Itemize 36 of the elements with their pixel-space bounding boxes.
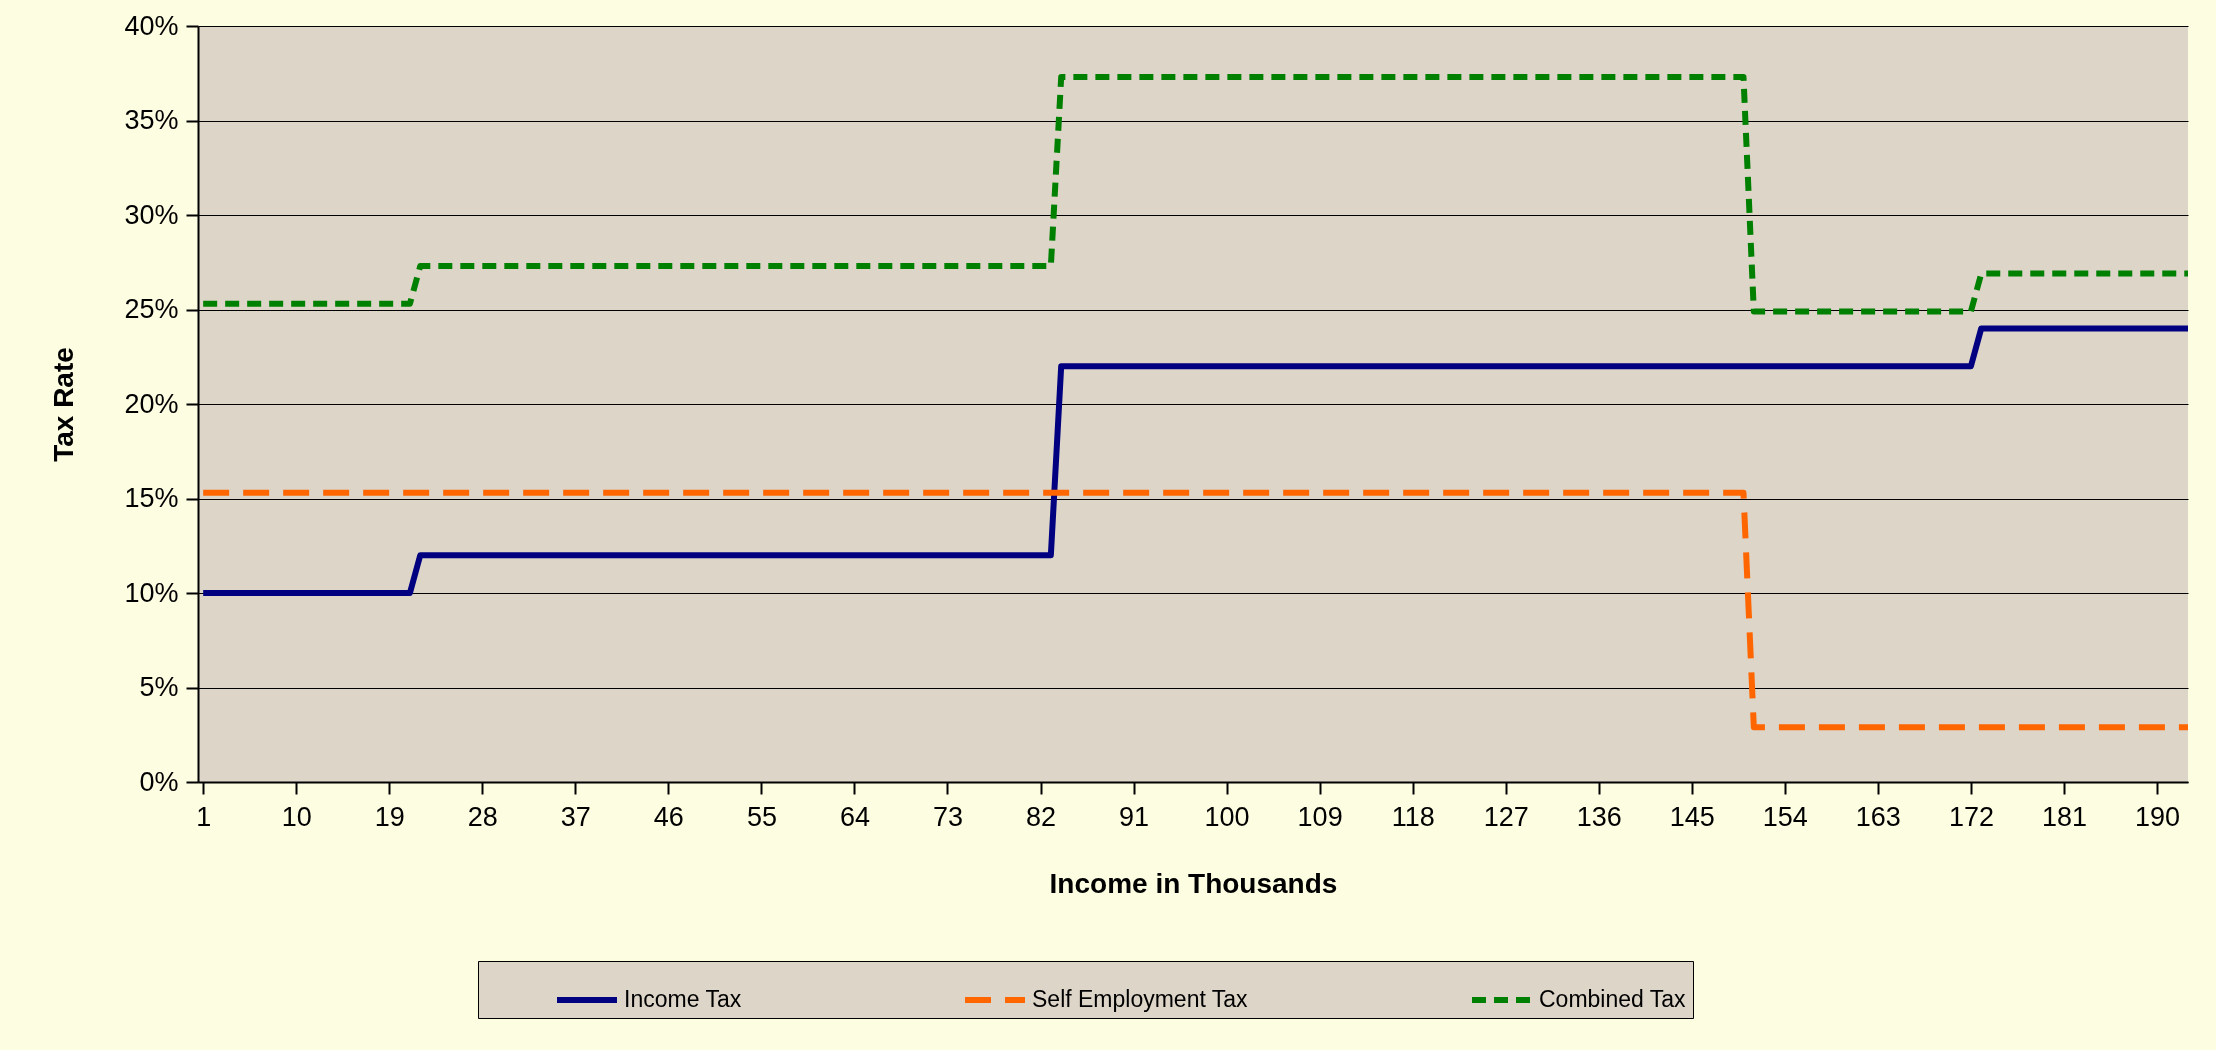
x-tick-label: 100 [1204,801,1250,832]
x-tick-label: 64 [839,801,870,832]
y-tick-label: 25% [124,294,179,324]
x-tick-label: 28 [467,801,498,832]
legend-label: Income Tax [624,986,742,1012]
x-tick-label: 163 [1855,801,1901,832]
y-tick-label: 0% [139,766,179,797]
x-tick-label: 55 [746,801,777,832]
x-tick-label: 37 [560,801,591,832]
x-tick-label: 136 [1576,801,1622,832]
y-tick-label: 15% [124,483,179,513]
x-tick-label: 109 [1297,801,1343,832]
x-tick-label: 127 [1483,801,1529,832]
y-tick-label: 10% [124,577,179,608]
x-tick-label: 1 [196,801,212,832]
x-tick-label: 82 [1026,801,1057,832]
x-tick-label: 181 [2041,801,2087,832]
x-tick-label: 91 [1119,801,1150,832]
y-tick-label: 5% [139,672,179,702]
x-tick-label: 10 [281,801,312,832]
y-tick-label: 30% [124,199,179,230]
x-axis-title: Income in Thousands [1049,867,1338,899]
legend-label: Combined Tax [1539,986,1687,1012]
y-axis-title: Tax Rate [48,347,80,462]
x-tick-label: 154 [1762,801,1808,832]
x-tick-label: 172 [1948,801,1994,832]
x-tick-label: 145 [1669,801,1715,832]
x-tick-label: 19 [374,801,405,832]
x-tick-label: 118 [1391,801,1435,832]
y-tick-label: 40% [124,10,179,41]
x-tick-label: 190 [2134,801,2181,832]
x-tick-label: 73 [932,801,963,832]
y-tick-label: 35% [124,105,179,135]
y-tick-label: 20% [124,388,179,419]
legend-label: Self Employment Tax [1032,986,1249,1012]
x-tick-label: 46 [653,801,684,832]
